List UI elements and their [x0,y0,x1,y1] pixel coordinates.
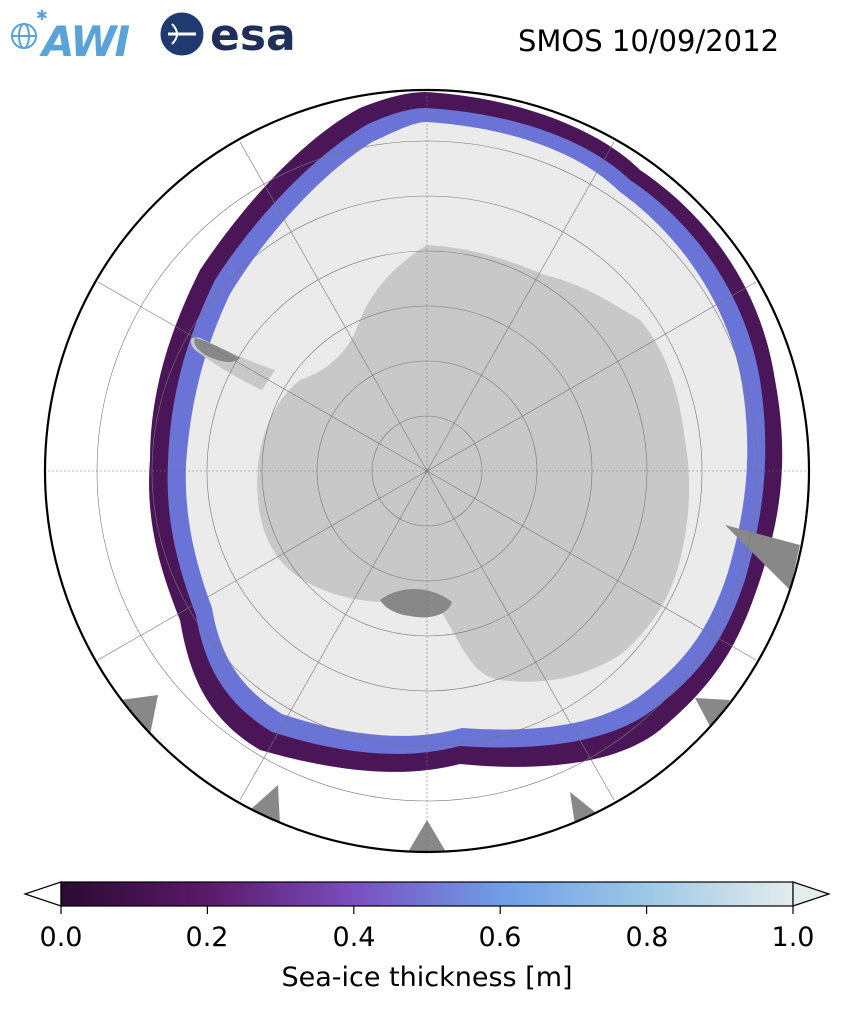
colorbar-extend-min [23,881,62,907]
esa-emblem-icon [159,11,205,57]
colorbar-gradient [60,881,794,907]
colorbar-ticks [60,906,794,914]
esa-logo: esa [159,10,296,60]
no-data-wedge [695,698,730,730]
sea-ice-map [43,88,811,854]
colorbar-tick-label: 0.4 [332,922,376,953]
map-title: SMOS 10/09/2012 [518,24,780,58]
colorbar-label: Sea-ice thickness [m] [281,962,573,993]
colorbar-tick-label: 0.2 [185,922,229,953]
awi-logo-text: AWI [39,17,130,62]
graticule [45,90,809,852]
antarctica-land [257,245,690,682]
colorbar-tick-label: 1.0 [771,922,815,953]
colorbar-tick-label: 0.6 [478,922,522,953]
ice-shelf-ross [380,588,452,618]
esa-logo-text: esa [210,10,296,60]
colorbar-tick-label: 0.0 [39,922,83,953]
awi-globe-icon [11,23,37,49]
awi-logo: ✱ AWI [11,8,132,62]
no-data-wedge [250,785,280,825]
map-boundary [43,88,811,854]
colorbar [23,881,831,914]
no-data-wedge [725,525,800,590]
colorbar-tick-label: 0.8 [625,922,669,953]
colorbar-extend-max [792,881,831,907]
awi-star-icon: ✱ [36,8,48,24]
no-data-wedge [120,695,158,735]
